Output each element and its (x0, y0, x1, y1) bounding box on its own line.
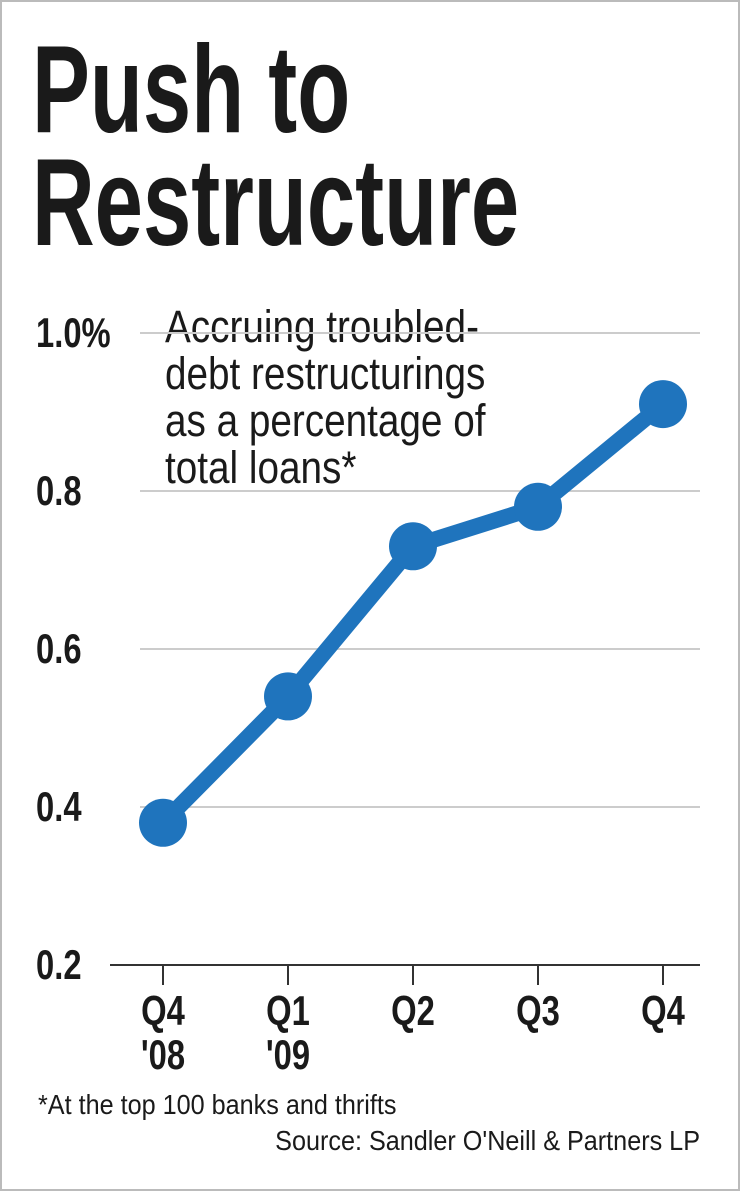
x-tick-label: Q4'08 (141, 987, 185, 1078)
data-point (139, 798, 187, 847)
footnote: *At the top 100 banks and thrifts (38, 1089, 396, 1121)
title-group: Push to Restructure (32, 20, 519, 272)
data-point (264, 672, 312, 721)
x-tick-group: Q4'08 (141, 987, 185, 1078)
y-tick-label: 0.8 (36, 467, 82, 514)
x-tick-group: Q1'09 (266, 987, 310, 1078)
chart-subtitle: Accruing troubled-debt restructurings as … (165, 301, 486, 492)
x-tick-label: Q4 (641, 987, 685, 1034)
x-tick-label: Q1'09 (266, 987, 310, 1078)
x-tick-group: Q2 (391, 987, 435, 1034)
y-tick-label: 0.2 (36, 941, 82, 988)
x-tick-label: Q2 (391, 987, 435, 1034)
chart-title: Push to Restructure (32, 20, 519, 272)
y-tick-group: 1.0% (36, 309, 111, 356)
y-tick-group: 0.4 (36, 783, 82, 830)
data-point (389, 522, 437, 571)
source-group: Source: Sandler O'Neill & Partners LP (275, 1125, 700, 1157)
y-tick-label: 0.4 (36, 783, 82, 830)
data-point (514, 482, 562, 531)
x-tick-label: Q3 (516, 987, 560, 1034)
source: Source: Sandler O'Neill & Partners LP (275, 1125, 700, 1157)
y-tick-group: 0.6 (36, 625, 82, 672)
y-tick-label: 1.0% (36, 309, 111, 356)
x-tick-group: Q4 (641, 987, 685, 1034)
y-tick-group: 0.2 (36, 941, 82, 988)
y-tick-group: 0.8 (36, 467, 82, 514)
subtitle-group: Accruing troubled-debt restructurings as … (165, 301, 486, 492)
x-tick-group: Q3 (516, 987, 560, 1034)
footnote-group: *At the top 100 banks and thrifts (38, 1089, 396, 1121)
y-tick-label: 0.6 (36, 625, 82, 672)
data-point (639, 380, 687, 429)
